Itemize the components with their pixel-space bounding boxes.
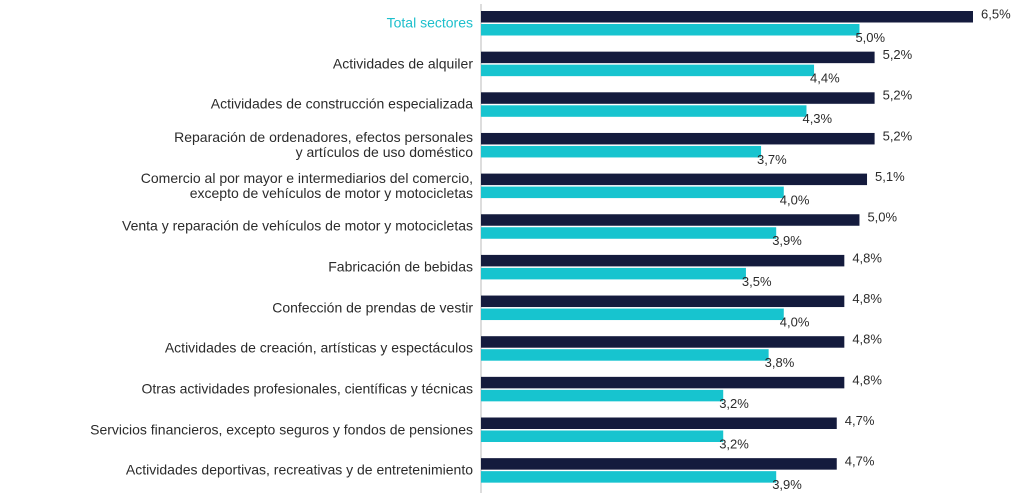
bar (481, 376, 845, 389)
category-label: Actividades de creación, artísticas y es… (164, 339, 473, 356)
bar (481, 92, 875, 104)
value-label: 4,8% (852, 250, 882, 265)
bar (481, 214, 860, 226)
category-label: Total sectores (386, 14, 473, 31)
value-label: 3,5% (742, 274, 772, 289)
category-label: Comercio al por mayor e intermediarios d… (140, 169, 473, 201)
bar (481, 417, 837, 429)
category-label: Servicios financieros, excepto seguros y… (90, 421, 473, 437)
value-label: 4,3% (802, 111, 832, 126)
bar (481, 64, 815, 77)
value-label: 4,7% (845, 454, 875, 469)
value-label: 4,7% (845, 413, 875, 428)
bar (481, 308, 784, 321)
bar (481, 458, 837, 470)
bar (481, 132, 875, 145)
bar (481, 173, 868, 186)
category-label: Actividades de construcción especializad… (210, 95, 473, 112)
bar (481, 11, 973, 23)
bar (481, 267, 746, 280)
value-label: 5,1% (875, 169, 905, 184)
value-label: 3,8% (765, 355, 795, 370)
value-label: 4,0% (780, 314, 810, 329)
value-label: 3,7% (757, 152, 787, 167)
value-label: 3,2% (719, 436, 749, 451)
value-label: 5,0% (855, 30, 885, 45)
value-label: 4,0% (780, 193, 810, 208)
category-label: Fabricación de bebidas (328, 258, 473, 275)
value-label: 3,9% (772, 477, 802, 492)
bar (481, 471, 777, 483)
category-label: Actividades deportivas, recreativas y de… (125, 461, 473, 478)
value-label: 4,8% (852, 372, 882, 387)
value-label: 5,2% (883, 88, 913, 103)
bar (481, 24, 860, 36)
bar (481, 51, 875, 64)
value-label: 4,8% (852, 291, 882, 306)
bar (481, 295, 845, 308)
value-label: 5,2% (883, 128, 913, 143)
bar (481, 389, 724, 402)
category-label: Actividades de alquiler (332, 55, 473, 72)
bar (481, 336, 845, 348)
bar (481, 227, 777, 239)
category-label: Reparación de ordenadores, efectos perso… (174, 128, 473, 160)
bar (481, 105, 807, 117)
bar (481, 349, 769, 361)
value-label: 4,4% (810, 71, 840, 86)
bar (481, 254, 845, 267)
bar (481, 145, 762, 158)
value-label: 3,2% (719, 396, 749, 411)
value-label: 4,8% (852, 332, 882, 347)
category-label: Confección de prendas de vestir (272, 299, 473, 316)
value-label: 5,2% (883, 47, 913, 62)
value-label: 6,5% (981, 6, 1011, 21)
value-label: 5,0% (867, 210, 897, 225)
bar (481, 186, 784, 199)
category-label: Venta y reparación de vehículos de motor… (122, 217, 473, 234)
bar (481, 430, 724, 442)
value-label: 3,9% (772, 233, 802, 248)
category-label: Otras actividades profesionales, científ… (141, 380, 474, 397)
